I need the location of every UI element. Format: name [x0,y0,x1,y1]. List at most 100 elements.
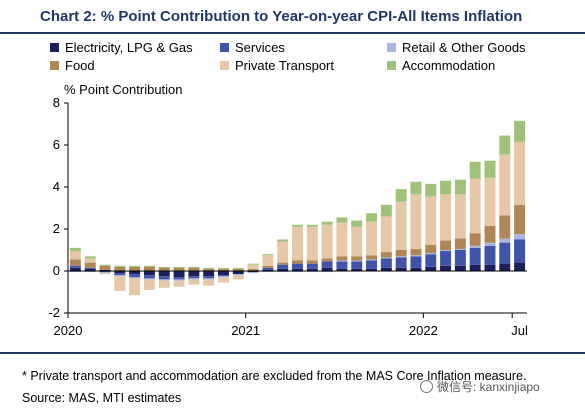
bar-segment-4 [129,266,141,271]
bar-segment-3 [262,271,274,273]
bar-segment-1 [217,271,229,276]
bar-segment-6 [188,266,200,268]
bar-segment-1 [395,267,407,271]
bar-segment-5 [69,251,81,260]
bar-segment-2 [484,245,496,265]
legend-item-services: Services [220,40,285,55]
bar-segment-2 [321,261,333,268]
bar-segment-3 [366,259,378,261]
bar-segment-2 [173,277,185,280]
legend-swatch-services [220,43,229,52]
bar-segment-2 [292,263,303,269]
bar-segment-6 [99,264,111,266]
bar-segment-2 [203,276,215,279]
bar-segment-1 [143,271,155,276]
bar-segment-2 [425,254,437,267]
bar-segment-6 [469,161,481,179]
bar-segment-3 [454,248,466,250]
bar-segment-1 [306,268,318,271]
title-rule [0,32,585,34]
bar-segment-2 [158,276,170,280]
bar-segment-1 [99,269,111,271]
bar-segment-6 [292,224,303,227]
bar-segment-5 [484,177,496,226]
bar-segment-3 [425,253,437,255]
bar-segment-1 [188,271,200,277]
bar-segment-2 [69,265,81,268]
bar-segment-1 [247,271,259,273]
bar-segment-6 [440,180,452,195]
bar-segment-4 [188,267,200,271]
bar-segment-4 [158,267,170,271]
bar-segment-5 [292,226,303,261]
bar-segment-6 [306,224,318,227]
bar-segment-4 [69,259,81,266]
bar-segment-1 [469,264,481,271]
bar-segment-3 [469,245,481,248]
bar-segment-1 [380,267,392,271]
bar-segment-4 [484,225,496,243]
bar-segment-2 [440,251,452,266]
bar-segment-4 [143,266,155,271]
bar-segment-5 [262,255,274,266]
footer-rule [0,352,585,354]
bar-segment-6 [232,267,244,269]
bar-segment-5 [277,241,289,263]
bar-segment-6 [262,254,274,256]
bar-segment-1 [336,268,348,271]
bar-segment-4 [114,266,126,271]
bar-segment-3 [410,255,422,257]
bar-segment-6 [380,204,392,217]
x-tick-label: 2021 [231,323,260,338]
bar-segment-6 [395,189,407,202]
chart-title: Chart 2: % Point Contribution to Year-on… [40,8,523,25]
bar-segment-6 [425,183,437,197]
bar-segment-1 [158,271,170,277]
bar-segment-5 [99,273,111,275]
bar-segment-5 [366,221,378,256]
bar-segment-3 [69,271,81,273]
bar-segment-4 [366,255,378,260]
watermark: 微信号: kanxinjiapo [420,378,540,395]
legend-label-services: Services [235,40,285,55]
legend-swatch-food [50,61,59,70]
bar-segment-3 [143,278,155,280]
legend-label-private-transport: Private Transport [235,58,334,73]
bar-segment-3 [395,256,407,258]
bar-segment-2 [514,239,526,263]
bar-segment-5 [425,196,437,245]
bar-segment-6 [514,120,526,142]
legend-item-food: Food [50,58,95,73]
bar-segment-3 [247,272,259,274]
bar-segment-5 [232,275,244,280]
legend-item-electricity: Electricity, LPG & Gas [50,40,193,55]
bar-segment-1 [410,267,422,271]
bar-segment-3 [484,242,496,246]
bar-segment-3 [217,276,229,278]
bar-segment-4 [262,265,274,268]
bar-segment-2 [306,263,318,269]
bar-segment-6 [484,160,496,178]
bar-segment-4 [292,260,303,264]
bar-segment-4 [440,240,452,250]
bar-segment-4 [380,252,392,258]
bar-segment-1 [351,268,363,271]
bar-segment-3 [158,279,170,281]
y-tick-label: 2 [53,221,60,236]
legend-label-food: Food [65,58,95,73]
bar-segment-2 [99,271,111,273]
bar-segment-6 [84,256,96,259]
bar-segment-6 [247,263,259,265]
bar-segment-2 [114,273,126,276]
bar-segment-6 [321,221,333,225]
bar-segment-6 [173,266,185,268]
y-tick-label: 0 [53,263,60,278]
bar-segment-3 [514,234,526,240]
bar-segment-1 [69,267,81,271]
legend-swatch-retail [387,43,396,52]
bar-segment-3 [321,271,333,273]
bar-segment-1 [114,271,126,274]
bar-segment-2 [188,276,200,279]
legend-item-private-transport: Private Transport [220,58,334,73]
